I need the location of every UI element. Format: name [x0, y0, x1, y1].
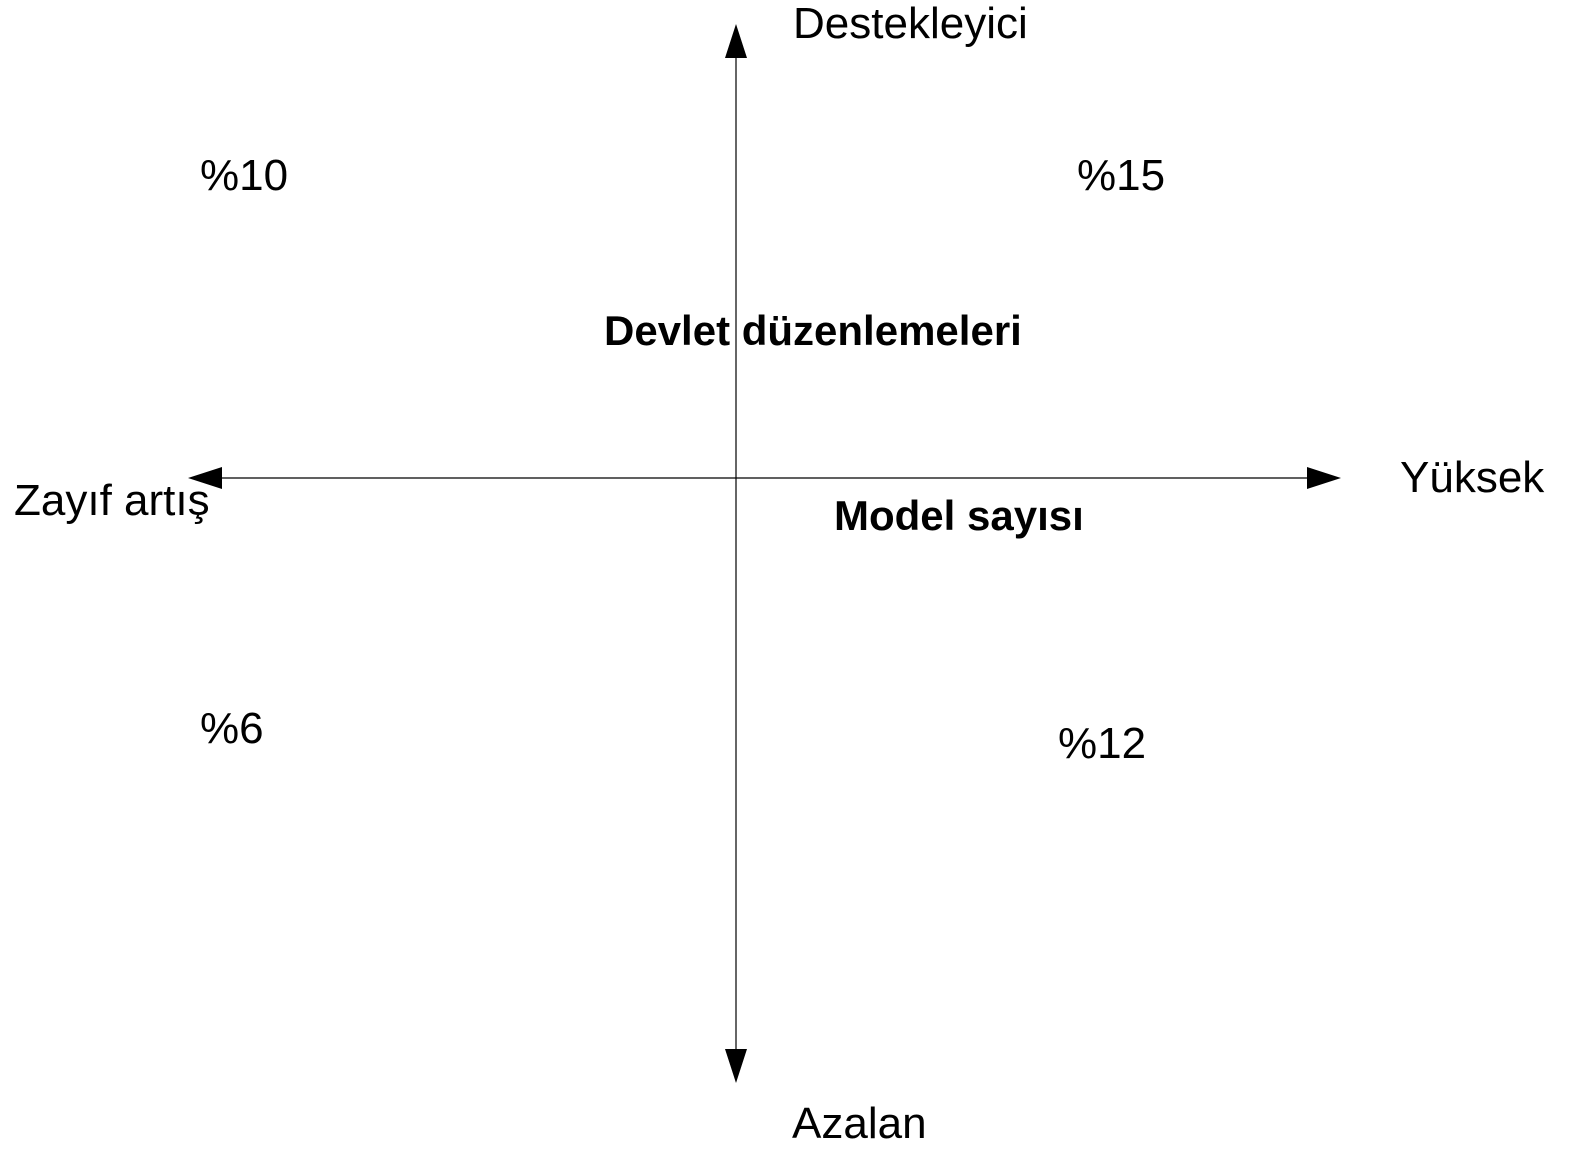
- arrow-up: [725, 24, 747, 58]
- axis-top-label: Destekleyici: [793, 0, 1028, 48]
- arrow-right: [1307, 467, 1341, 489]
- arrow-left: [188, 467, 222, 489]
- vertical-axis-title: Devlet düzenlemeleri: [604, 307, 1022, 354]
- axis-bottom-label: Azalan: [792, 1099, 927, 1148]
- axis-right-label: Yüksek: [1400, 453, 1545, 502]
- quadrant-label: %6: [200, 704, 264, 753]
- arrow-down: [725, 1049, 747, 1083]
- quadrant-label: %12: [1058, 719, 1146, 768]
- quadrant-label: %10: [200, 151, 288, 200]
- axis-left-label: Zayıf artış: [14, 476, 210, 525]
- quadrant-label: %15: [1077, 151, 1165, 200]
- horizontal-axis-title: Model sayısı: [834, 492, 1084, 539]
